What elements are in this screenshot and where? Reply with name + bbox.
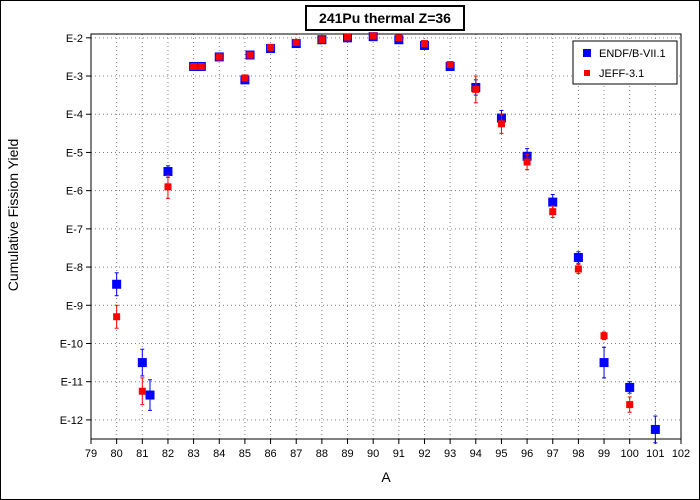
data-point [113, 313, 121, 321]
data-point [215, 53, 223, 61]
y-tick-label: E-9 [66, 300, 83, 312]
x-tick-label: 81 [136, 448, 148, 460]
y-tick-label: E-5 [66, 147, 83, 159]
chart-title-border [305, 5, 465, 31]
data-point [246, 51, 254, 59]
data-point [138, 387, 146, 395]
x-tick-label: 79 [85, 448, 97, 460]
chart-title-box: 241Pu thermal Z=36 [305, 5, 465, 31]
data-point [267, 43, 275, 51]
data-point [574, 265, 582, 273]
data-point [626, 401, 634, 409]
data-point [344, 33, 352, 41]
data-point [241, 74, 249, 82]
data-point [395, 34, 403, 42]
y-tick-label: E-7 [66, 224, 83, 236]
data-point [318, 36, 326, 44]
y-tick-label: E-11 [61, 377, 83, 389]
x-tick-label: 89 [341, 448, 353, 460]
data-point [625, 382, 635, 392]
x-tick-label: 88 [316, 448, 328, 460]
x-tick-label: 91 [393, 448, 405, 460]
data-point [599, 358, 609, 368]
data-point [164, 183, 172, 191]
x-axis-title: A [381, 469, 391, 485]
x-tick-label: 100 [621, 448, 639, 460]
data-point [497, 120, 505, 128]
data-point [549, 208, 557, 216]
legend-swatch-endf [583, 49, 591, 57]
y-tick-label: E-12 [60, 415, 83, 427]
x-tick-label: 92 [418, 448, 430, 460]
y-tick-label: E-2 [66, 33, 83, 45]
y-tick-label: E-3 [66, 71, 83, 83]
x-tick-label: 102 [672, 448, 690, 460]
legend: ENDF/B-VII.1 JEFF-3.1 [572, 40, 678, 85]
data-point [650, 424, 660, 434]
y-tick-label: E-10 [60, 338, 83, 350]
x-tick-label: 86 [264, 448, 276, 460]
series-endf [112, 32, 660, 444]
data-point [573, 253, 583, 263]
x-tick-label: 95 [495, 448, 507, 460]
y-tick-label: E-6 [66, 186, 83, 198]
x-tick-label: 87 [290, 448, 302, 460]
x-tick-label: 93 [444, 448, 456, 460]
y-tick-label: E-4 [66, 109, 83, 121]
x-tick-label: 90 [367, 448, 379, 460]
x-tick-label: 83 [187, 448, 199, 460]
grid [91, 34, 681, 439]
data-point [197, 62, 205, 70]
data-point [292, 38, 300, 46]
data-point [190, 62, 198, 70]
x-tick-label: 96 [521, 448, 533, 460]
data-point [548, 197, 558, 207]
data-series [112, 32, 660, 444]
x-tick-label: 97 [547, 448, 559, 460]
x-tick-label: 85 [239, 448, 251, 460]
y-tick-label: E-8 [66, 262, 83, 274]
legend-swatch-jeff [584, 70, 590, 76]
chart-title: 241Pu thermal Z=36 [319, 10, 451, 26]
y-axis-title: Cumulative Fission Yield [5, 139, 21, 292]
data-point [446, 61, 454, 69]
x-tick-label: 101 [646, 448, 664, 460]
data-point [163, 167, 173, 177]
data-point [600, 332, 608, 340]
data-point [137, 358, 147, 368]
x-tick-label: 98 [572, 448, 584, 460]
data-point [420, 40, 428, 48]
x-tick-label: 84 [213, 448, 225, 460]
x-tick-label: 94 [470, 448, 482, 460]
series-jeff [113, 32, 634, 413]
data-point [523, 158, 531, 166]
legend-label-endf: ENDF/B-VII.1 [599, 48, 666, 60]
axis-ticks: 79 80 81 82 83 84 85 86 87 88 89 90 91 92 93 94 95 96 97 98… [60, 33, 690, 460]
x-tick-label: 99 [598, 448, 610, 460]
data-point [112, 279, 122, 289]
data-point [369, 32, 377, 40]
legend-label-jeff: JEFF-3.1 [599, 68, 644, 80]
x-tick-label: 82 [162, 448, 174, 460]
legend-box [572, 40, 678, 85]
data-point [145, 390, 155, 400]
plot-area [90, 33, 682, 440]
data-point [472, 85, 480, 93]
x-tick-label: 80 [111, 448, 123, 460]
